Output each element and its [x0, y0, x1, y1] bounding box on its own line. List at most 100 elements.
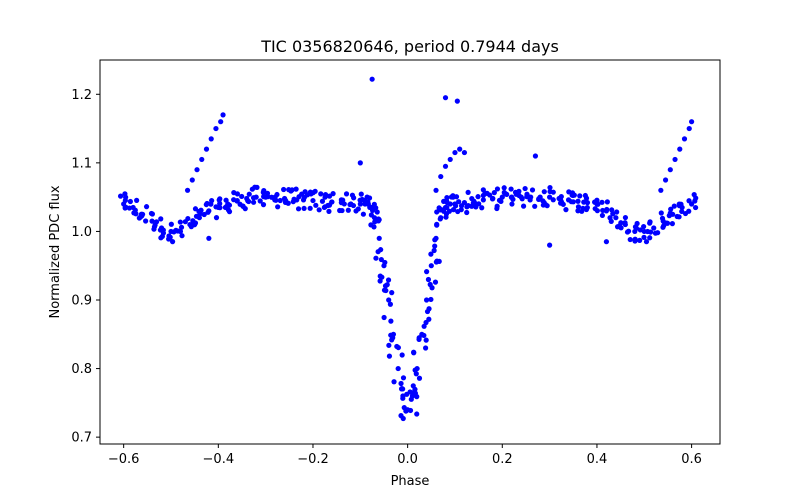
data-point	[169, 239, 176, 245]
data-point	[520, 203, 527, 209]
data-point	[222, 204, 228, 211]
data-point	[532, 203, 538, 209]
data-point	[516, 192, 522, 199]
data-point	[608, 218, 614, 224]
data-point	[357, 160, 363, 166]
data-point	[203, 201, 209, 208]
data-point	[434, 209, 440, 215]
data-point	[480, 187, 486, 193]
y-tick-label: 0.8	[71, 362, 92, 377]
data-point	[189, 177, 195, 183]
data-point	[382, 259, 388, 266]
data-point	[469, 203, 475, 209]
data-point	[275, 204, 281, 210]
data-point	[651, 225, 657, 231]
data-point	[622, 214, 629, 221]
data-point	[213, 125, 219, 132]
data-point	[560, 201, 566, 207]
data-point	[479, 205, 485, 211]
data-point	[618, 220, 624, 226]
data-point	[453, 203, 459, 209]
data-point	[398, 380, 404, 387]
data-point	[209, 198, 215, 204]
data-point	[416, 375, 423, 381]
data-point	[592, 199, 598, 205]
data-point	[454, 98, 460, 104]
data-point	[433, 187, 439, 193]
data-point	[403, 408, 409, 414]
data-point	[254, 184, 260, 190]
data-point	[126, 205, 133, 211]
data-point	[434, 258, 440, 264]
x-tick-label: 0.4	[587, 452, 608, 467]
data-point	[600, 207, 606, 214]
data-point	[453, 194, 460, 200]
data-point	[557, 196, 563, 202]
data-point	[220, 112, 226, 118]
data-point	[580, 205, 586, 211]
data-point	[143, 218, 149, 224]
data-point	[250, 199, 257, 205]
data-point	[374, 209, 380, 215]
data-point	[143, 204, 150, 210]
data-point	[134, 197, 140, 203]
data-point	[359, 196, 365, 203]
data-point	[563, 207, 569, 213]
data-point	[676, 214, 682, 220]
data-point	[443, 198, 450, 204]
data-point	[400, 395, 406, 401]
data-point	[532, 153, 539, 159]
data-point	[123, 194, 129, 200]
data-point	[261, 187, 267, 194]
y-tick-label: 1.0	[71, 225, 92, 240]
data-point	[217, 201, 223, 207]
data-point	[203, 146, 210, 152]
data-point	[634, 220, 640, 227]
data-point	[213, 215, 220, 221]
data-point	[476, 201, 482, 207]
data-point	[260, 202, 267, 208]
data-point	[442, 95, 449, 101]
data-point	[686, 198, 692, 204]
data-point	[434, 222, 440, 228]
data-point	[149, 218, 155, 224]
data-point	[151, 226, 157, 232]
data-point	[604, 206, 610, 213]
data-point	[547, 188, 553, 195]
data-point	[168, 221, 174, 227]
data-point	[301, 205, 307, 212]
data-point	[536, 196, 542, 202]
data-point	[450, 207, 457, 213]
data-point	[239, 193, 245, 200]
data-point	[456, 199, 462, 205]
data-point	[325, 202, 331, 209]
data-point	[637, 237, 643, 243]
data-point	[194, 167, 200, 173]
data-point	[547, 184, 553, 191]
data-point	[158, 216, 164, 222]
data-point	[547, 194, 553, 200]
data-point	[240, 203, 246, 209]
data-point	[208, 136, 214, 142]
data-point	[424, 308, 431, 315]
data-point	[475, 194, 481, 200]
data-point	[231, 190, 237, 196]
x-axis-ticks: −0.6 −0.4 −0.2 0.0 0.2 0.4 0.6	[108, 444, 702, 467]
y-tick-label: 0.9	[71, 294, 92, 309]
data-point	[177, 219, 183, 225]
data-point	[390, 335, 396, 341]
data-point	[686, 208, 692, 214]
data-point	[423, 319, 429, 326]
data-point	[677, 146, 683, 152]
data-point	[679, 208, 685, 215]
data-point	[349, 192, 356, 198]
data-point	[381, 314, 387, 321]
data-point	[632, 236, 638, 242]
data-point	[428, 251, 434, 257]
data-point	[264, 190, 271, 196]
data-point	[575, 208, 581, 214]
data-point	[444, 204, 450, 211]
data-point	[581, 199, 587, 205]
data-point	[509, 201, 515, 207]
data-point	[310, 197, 316, 204]
